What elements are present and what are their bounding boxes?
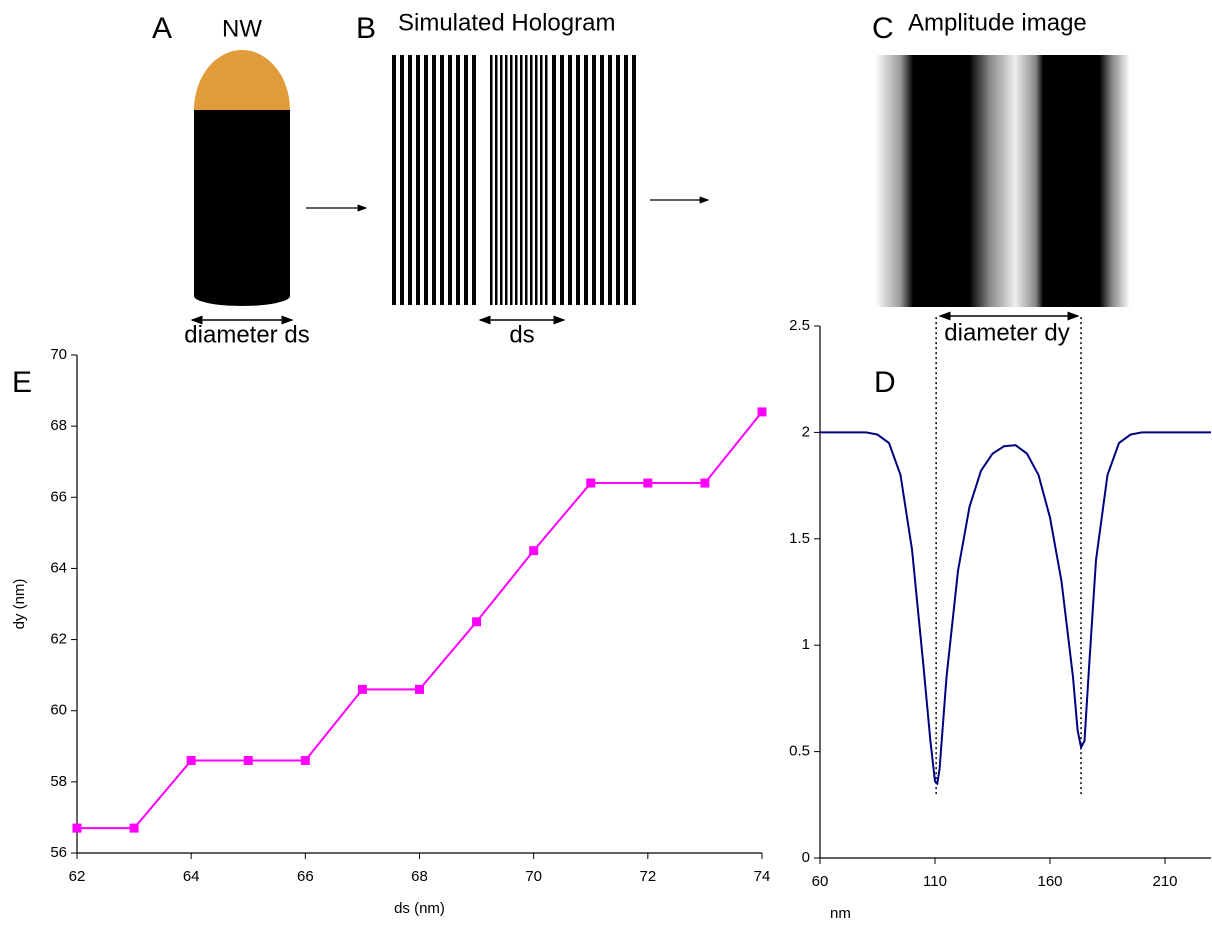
- panel-letter: A: [152, 12, 172, 45]
- x-tick-label: 70: [525, 868, 542, 885]
- y-tick-label: 58: [50, 773, 67, 790]
- x-tick-label: 66: [297, 868, 314, 885]
- panel-letter: E: [12, 366, 32, 399]
- data-point: [529, 546, 539, 556]
- x-axis-label: ds (nm): [394, 900, 445, 917]
- x-tick-label: 62: [69, 868, 86, 885]
- data-point: [415, 684, 424, 694]
- y-tick-label: 0.5: [789, 743, 810, 760]
- x-tick-label: 210: [1152, 873, 1177, 890]
- y-axis-label: dy (nm): [11, 579, 28, 630]
- y-tick-label: 2.5: [789, 317, 810, 334]
- data-line: [820, 431, 1211, 786]
- x-tick-label: 64: [183, 868, 200, 885]
- x-tick-label: 60: [812, 873, 829, 890]
- x-tick-label: 160: [1037, 873, 1062, 890]
- y-tick-label: 64: [50, 559, 67, 576]
- hologram-fringes: [490, 55, 550, 305]
- data-point: [186, 756, 196, 766]
- y-tick-label: 60: [50, 702, 67, 719]
- x-axis-label: nm: [830, 905, 851, 922]
- x-tick-label: 68: [411, 868, 428, 885]
- nw-body: [194, 110, 290, 296]
- panel-letter: C: [872, 12, 894, 45]
- hologram-fringes: [390, 55, 480, 305]
- panel-letter: D: [874, 366, 896, 399]
- nw-cap: [194, 50, 290, 110]
- ds-label: ds: [509, 321, 534, 348]
- data-point: [357, 684, 367, 694]
- data-point: [72, 823, 82, 833]
- y-tick-label: 1: [802, 636, 810, 653]
- y-tick-label: 1.5: [789, 530, 810, 547]
- x-tick-label: 72: [639, 868, 656, 885]
- y-tick-label: 56: [50, 844, 67, 861]
- amplitude-title: Amplitude image: [908, 9, 1087, 36]
- data-point: [243, 756, 253, 766]
- y-tick-label: 0: [802, 849, 810, 866]
- data-point: [129, 823, 139, 833]
- data-point: [300, 756, 310, 766]
- x-tick-label: 110: [923, 873, 947, 890]
- diameter-label: diameter dy: [944, 319, 1069, 346]
- y-tick-label: 70: [50, 346, 67, 363]
- diameter-label: diameter ds: [184, 321, 309, 348]
- hologram-fringes: [550, 55, 640, 305]
- panel-letter: B: [356, 12, 376, 45]
- x-tick-label: 74: [754, 868, 771, 885]
- y-tick-label: 68: [50, 417, 67, 434]
- amplitude-image: [875, 55, 1130, 307]
- y-tick-label: 66: [50, 488, 67, 505]
- data-point: [643, 478, 653, 488]
- nw-label: NW: [222, 15, 262, 42]
- hologram-title: Simulated Hologram: [398, 9, 615, 36]
- data-point: [700, 478, 710, 488]
- data-point: [586, 478, 596, 488]
- data-line: [77, 411, 763, 830]
- data-point: [472, 617, 482, 627]
- y-tick-label: 2: [802, 423, 810, 440]
- y-tick-label: 62: [50, 631, 67, 648]
- nw-base: [194, 286, 290, 306]
- data-point: [757, 407, 767, 417]
